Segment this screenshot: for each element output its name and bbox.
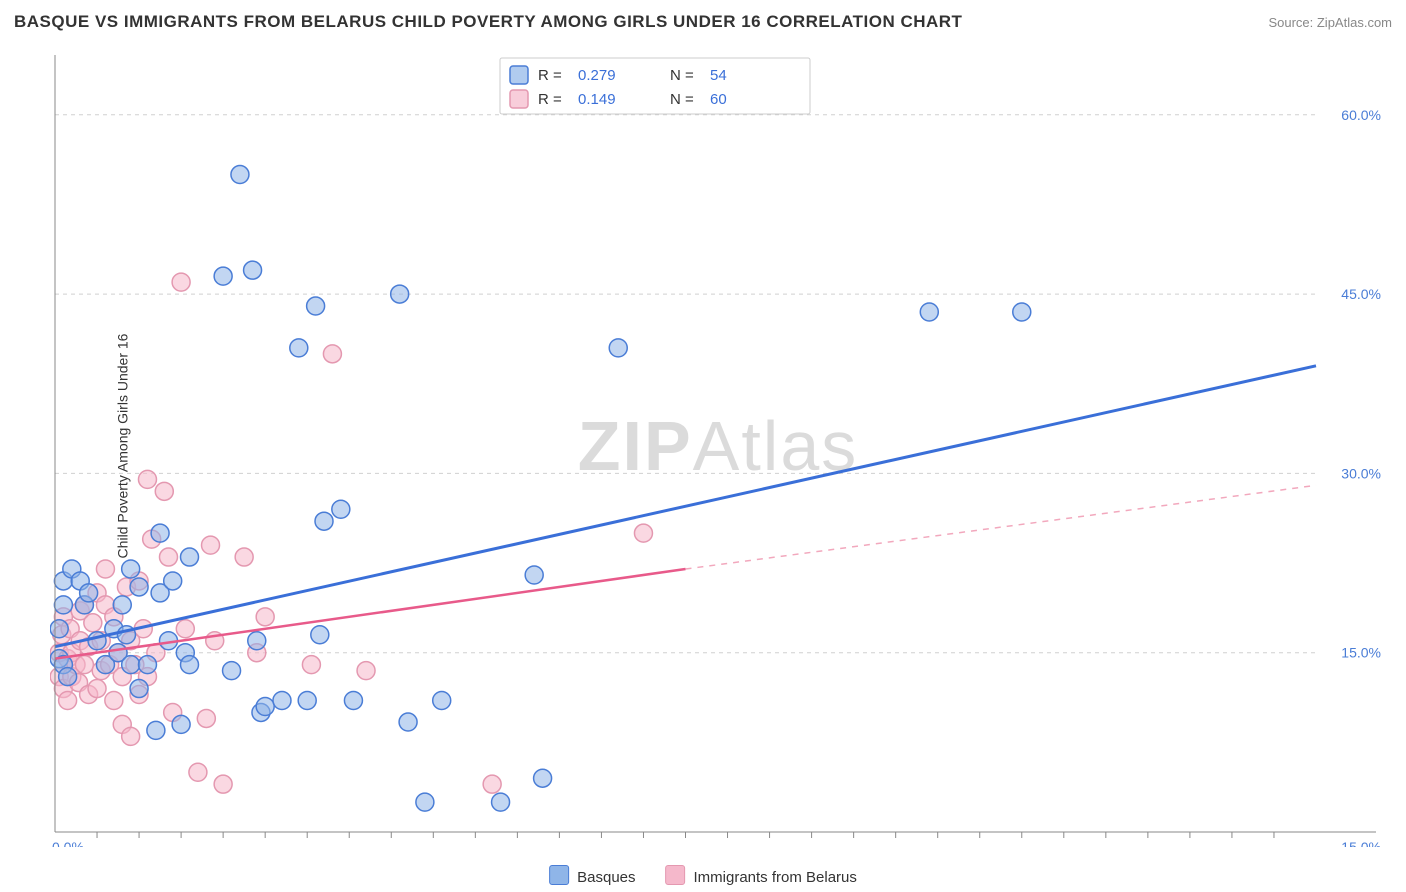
data-point [176,620,194,638]
data-point [122,560,140,578]
data-point [172,715,190,733]
data-point [311,626,329,644]
trend-line-belarus-ext [686,485,1317,569]
svg-text:0.149: 0.149 [578,91,616,108]
watermark: ZIPAtlas [578,407,859,485]
data-point [256,608,274,626]
data-point [223,662,241,680]
svg-text:R =: R = [538,67,562,84]
data-point [59,692,77,710]
data-point [113,596,131,614]
series-legend: Basques Immigrants from Belarus [549,865,857,886]
legend-label: Immigrants from Belarus [694,869,857,886]
data-point [96,560,114,578]
svg-text:15.0%: 15.0% [1341,839,1381,847]
data-point [84,614,102,632]
data-point [202,536,220,554]
data-point [323,345,341,363]
data-point [147,721,165,739]
data-point [634,524,652,542]
chart-area: ZIPAtlas 15.0% 30.0% 45.0% 60.0% 0.0% 15.0% R… [50,50,1386,847]
data-point [80,584,98,602]
data-point [256,697,274,715]
svg-text:0.0%: 0.0% [52,839,84,847]
data-point [920,303,938,321]
data-point [344,692,362,710]
data-point [138,470,156,488]
data-point [525,566,543,584]
data-point [307,297,325,315]
data-point [88,680,106,698]
data-point [159,548,177,566]
data-point [492,793,510,811]
svg-text:30.0%: 30.0% [1341,465,1381,481]
data-point [357,662,375,680]
svg-text:N =: N = [670,91,694,108]
svg-text:15.0%: 15.0% [1341,645,1381,661]
data-point [399,713,417,731]
data-point [214,267,232,285]
legend-label: Basques [577,869,635,886]
square-icon [666,865,686,885]
data-point [189,763,207,781]
data-point [534,769,552,787]
data-point [181,548,199,566]
svg-text:N =: N = [670,67,694,84]
square-icon [510,90,528,108]
data-point [214,775,232,793]
svg-text:0.279: 0.279 [578,67,616,84]
trend-line-belarus [55,569,686,659]
data-point [315,512,333,530]
scatter-chart: ZIPAtlas 15.0% 30.0% 45.0% 60.0% 0.0% 15.0% R… [50,50,1386,847]
data-point [155,482,173,500]
data-point [130,578,148,596]
data-point [483,775,501,793]
data-point [298,692,316,710]
data-point [138,656,156,674]
data-point [172,273,190,291]
data-point [122,656,140,674]
data-point [50,620,68,638]
data-point [59,668,77,686]
legend-item-belarus: Immigrants from Belarus [666,865,857,886]
chart-title: BASQUE VS IMMIGRANTS FROM BELARUS CHILD … [14,12,962,32]
data-point [151,524,169,542]
source-label: Source: ZipAtlas.com [1268,15,1392,30]
legend-item-basques: Basques [549,865,635,886]
svg-text:54: 54 [710,67,727,84]
data-point [290,339,308,357]
data-point [391,285,409,303]
data-point [130,680,148,698]
data-point [416,793,434,811]
data-point [248,632,266,650]
svg-text:60: 60 [710,91,727,108]
square-icon [510,66,528,84]
data-point [332,500,350,518]
data-point [273,692,291,710]
data-point [54,596,72,614]
data-point [181,656,199,674]
data-point [244,261,262,279]
data-point [164,572,182,590]
svg-text:R =: R = [538,91,562,108]
data-point [433,692,451,710]
data-point [235,548,253,566]
data-point [231,166,249,184]
data-point [122,727,140,745]
data-point [75,656,93,674]
data-point [197,709,215,727]
data-point [1013,303,1031,321]
data-point [105,692,123,710]
data-point [609,339,627,357]
square-icon [549,865,569,885]
svg-text:45.0%: 45.0% [1341,286,1381,302]
svg-text:60.0%: 60.0% [1341,107,1381,123]
data-point [302,656,320,674]
